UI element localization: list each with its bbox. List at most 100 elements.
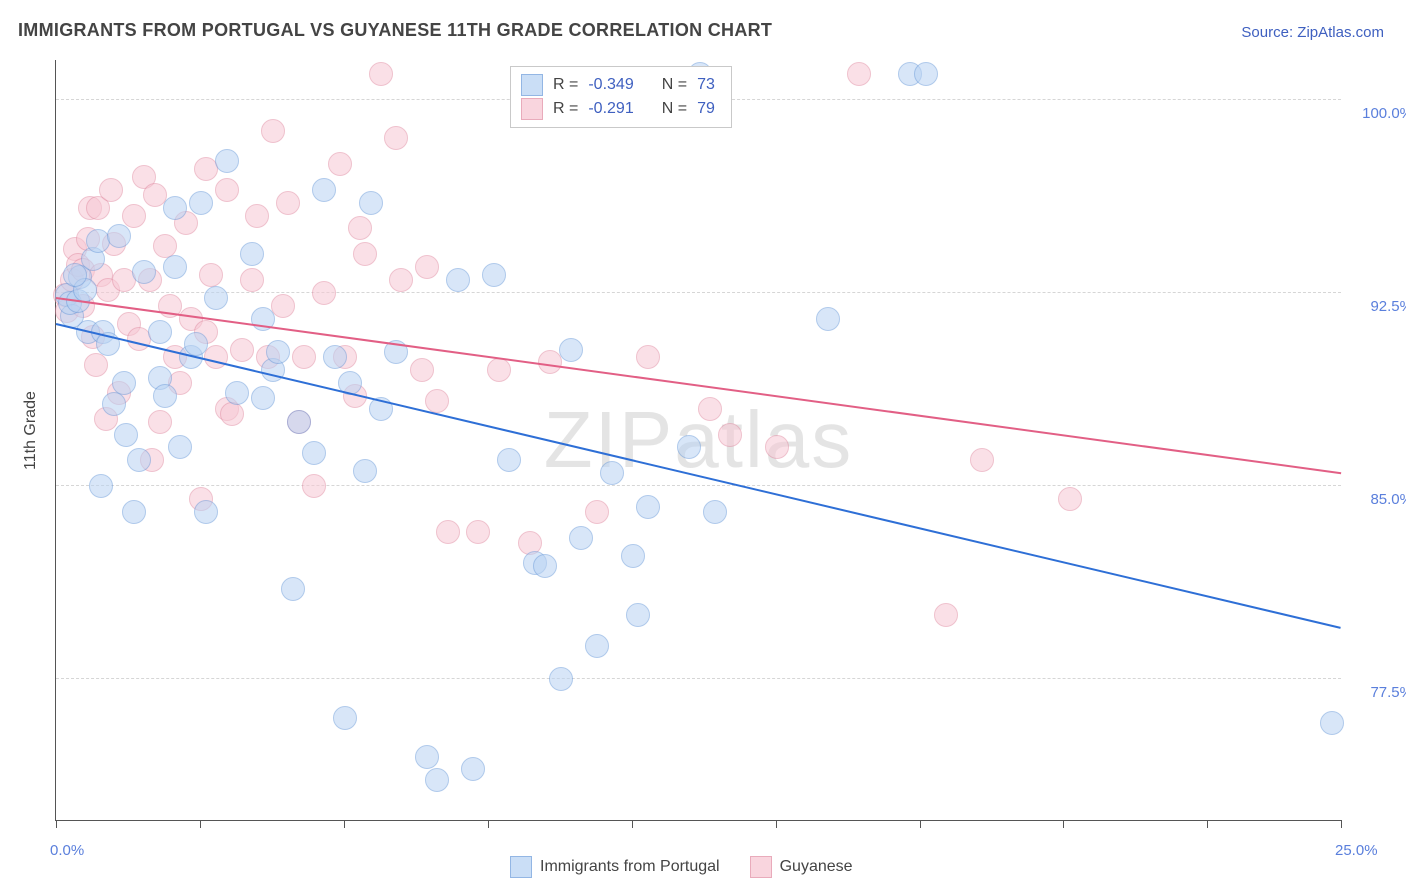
scatter-point-guyanese <box>271 294 295 318</box>
scatter-point-portugal <box>215 149 239 173</box>
x-tick <box>776 820 777 828</box>
x-tick-label: 25.0% <box>1335 842 1378 859</box>
scatter-point-portugal <box>446 268 470 292</box>
scatter-point-guyanese <box>245 204 269 228</box>
scatter-point-portugal <box>569 526 593 550</box>
r-value: -0.291 <box>588 97 633 121</box>
scatter-point-portugal <box>281 577 305 601</box>
scatter-point-guyanese <box>636 345 660 369</box>
scatter-point-portugal <box>533 554 557 578</box>
scatter-point-guyanese <box>230 338 254 362</box>
scatter-point-portugal <box>153 384 177 408</box>
x-tick <box>200 820 201 828</box>
scatter-point-portugal <box>287 410 311 434</box>
scatter-point-portugal <box>114 423 138 447</box>
scatter-point-guyanese <box>847 62 871 86</box>
scatter-point-guyanese <box>698 397 722 421</box>
scatter-point-guyanese <box>215 178 239 202</box>
gridline <box>56 292 1341 293</box>
scatter-point-guyanese <box>276 191 300 215</box>
scatter-point-guyanese <box>436 520 460 544</box>
scatter-point-portugal <box>163 196 187 220</box>
scatter-point-portugal <box>353 459 377 483</box>
scatter-point-portugal <box>585 634 609 658</box>
legend-swatch <box>521 74 543 96</box>
x-tick <box>488 820 489 828</box>
x-tick <box>920 820 921 828</box>
scatter-point-portugal <box>549 667 573 691</box>
source-link[interactable]: ZipAtlas.com <box>1297 24 1384 41</box>
scatter-point-guyanese <box>148 410 172 434</box>
y-axis-title: 11th Grade <box>22 391 40 470</box>
x-tick <box>1341 820 1342 828</box>
legend-item: Guyanese <box>750 856 853 878</box>
correlation-legend: R =-0.349N =73R =-0.291N =79 <box>510 66 732 128</box>
gridline <box>56 678 1341 679</box>
scatter-point-portugal <box>312 178 336 202</box>
scatter-point-guyanese <box>415 255 439 279</box>
scatter-point-guyanese <box>348 216 372 240</box>
scatter-point-portugal <box>914 62 938 86</box>
scatter-point-guyanese <box>970 448 994 472</box>
y-tick-label: 92.5% <box>1370 298 1406 315</box>
scatter-point-portugal <box>204 286 228 310</box>
scatter-point-portugal <box>122 500 146 524</box>
scatter-point-guyanese <box>585 500 609 524</box>
n-value: 79 <box>697 97 715 121</box>
legend-swatch <box>750 856 772 878</box>
scatter-point-guyanese <box>199 263 223 287</box>
scatter-point-portugal <box>816 307 840 331</box>
trendline-portugal <box>56 323 1341 629</box>
scatter-point-guyanese <box>384 126 408 150</box>
scatter-point-portugal <box>677 435 701 459</box>
scatter-point-portugal <box>184 332 208 356</box>
scatter-point-portugal <box>189 191 213 215</box>
source-label: Source: <box>1241 24 1297 41</box>
scatter-point-portugal <box>225 381 249 405</box>
plot-area: ZIPatlas 77.5%85.0%92.5%100.0%0.0%25.0% <box>55 60 1341 821</box>
legend-label: Guyanese <box>780 858 853 876</box>
x-tick <box>344 820 345 828</box>
legend-label: Immigrants from Portugal <box>540 858 720 876</box>
scatter-point-guyanese <box>765 435 789 459</box>
scatter-point-portugal <box>168 435 192 459</box>
scatter-point-portugal <box>302 441 326 465</box>
r-label: R = <box>553 97 578 121</box>
scatter-point-portugal <box>359 191 383 215</box>
scatter-point-portugal <box>333 706 357 730</box>
scatter-point-guyanese <box>328 152 352 176</box>
scatter-point-portugal <box>415 745 439 769</box>
series-legend: Immigrants from Portugal Guyanese <box>510 856 853 878</box>
legend-row: R =-0.291N =79 <box>521 97 715 121</box>
scatter-point-portugal <box>240 242 264 266</box>
scatter-point-guyanese <box>353 242 377 266</box>
scatter-point-portugal <box>163 255 187 279</box>
source-credit: Source: ZipAtlas.com <box>1241 24 1384 41</box>
scatter-point-portugal <box>600 461 624 485</box>
r-value: -0.349 <box>588 73 633 97</box>
legend-swatch <box>510 856 532 878</box>
scatter-point-portugal <box>194 500 218 524</box>
scatter-point-guyanese <box>122 204 146 228</box>
r-label: R = <box>553 73 578 97</box>
scatter-point-portugal <box>703 500 727 524</box>
scatter-point-guyanese <box>718 423 742 447</box>
scatter-point-guyanese <box>220 402 244 426</box>
n-value: 73 <box>697 73 715 97</box>
scatter-point-guyanese <box>84 353 108 377</box>
y-tick-label: 85.0% <box>1370 491 1406 508</box>
scatter-point-portugal <box>323 345 347 369</box>
scatter-point-guyanese <box>261 119 285 143</box>
x-tick-label: 0.0% <box>50 842 84 859</box>
scatter-point-portugal <box>425 768 449 792</box>
scatter-point-portugal <box>497 448 521 472</box>
scatter-point-portugal <box>621 544 645 568</box>
scatter-point-guyanese <box>240 268 264 292</box>
scatter-point-portugal <box>266 340 290 364</box>
scatter-point-guyanese <box>99 178 123 202</box>
scatter-point-portugal <box>112 371 136 395</box>
x-tick <box>1063 820 1064 828</box>
scatter-point-portugal <box>559 338 583 362</box>
legend-row: R =-0.349N =73 <box>521 73 715 97</box>
scatter-point-guyanese <box>369 62 393 86</box>
